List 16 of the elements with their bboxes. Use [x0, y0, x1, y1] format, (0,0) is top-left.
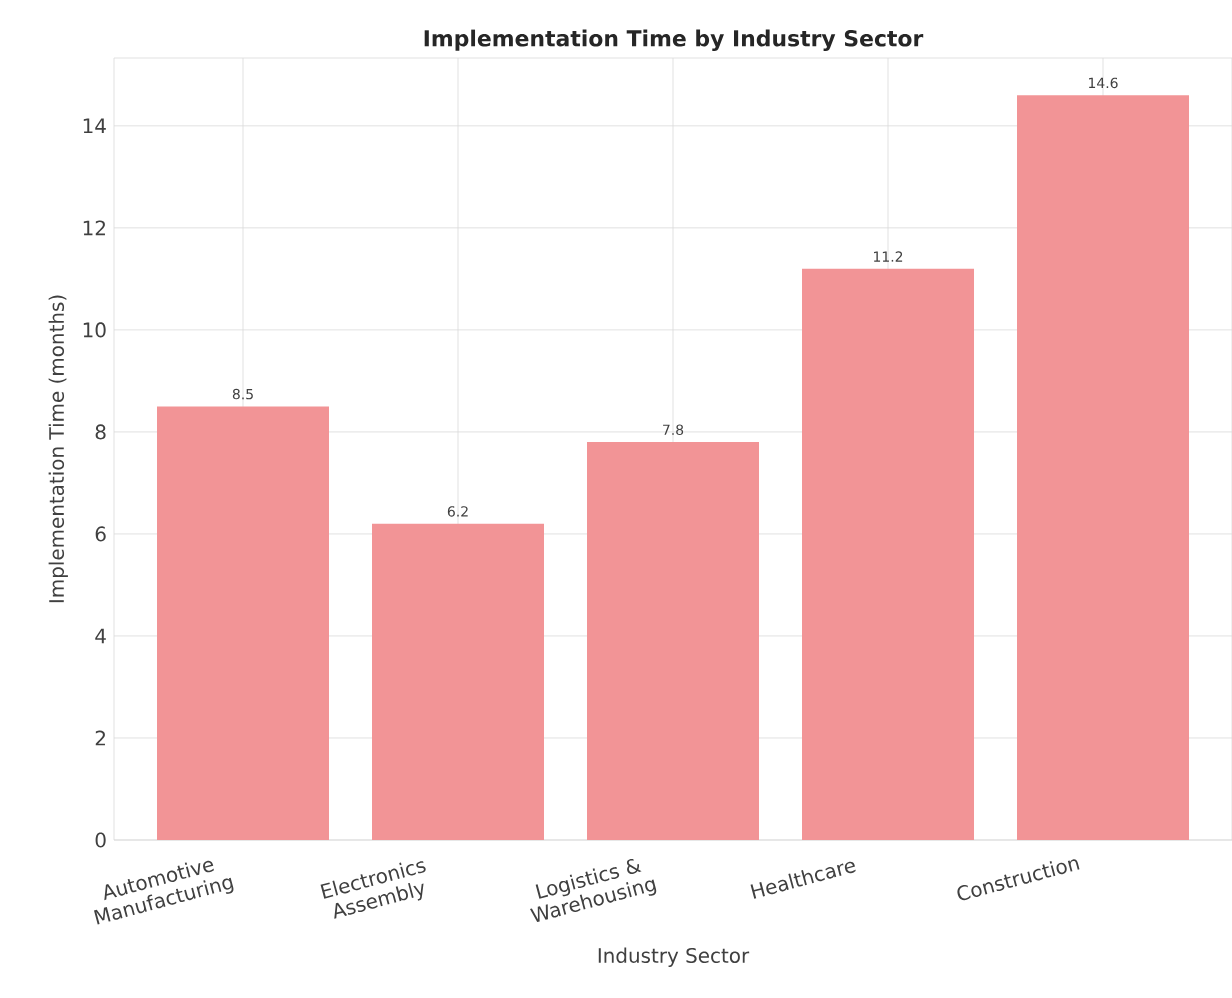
y-tick-label: 8: [95, 424, 106, 440]
bar: [1017, 95, 1190, 840]
x-axis-title: Industry Sector: [598, 947, 750, 967]
y-tick-label: 10: [83, 322, 106, 338]
y-tick-label: 0: [95, 832, 106, 848]
y-tick-label: 2: [95, 730, 105, 746]
y-tick-label: 4: [95, 628, 106, 644]
bar: [157, 406, 329, 840]
y-tick-label: 14: [83, 118, 106, 134]
bar: [372, 523, 544, 840]
chart-title: Implementation Time by Industry Sector: [424, 29, 924, 51]
bar: [587, 442, 759, 840]
y-axis-title: Implementation Time (months): [48, 295, 68, 603]
bar: [802, 268, 975, 840]
y-tick-label: 12: [83, 220, 105, 236]
y-tick-label: 6: [95, 526, 106, 542]
